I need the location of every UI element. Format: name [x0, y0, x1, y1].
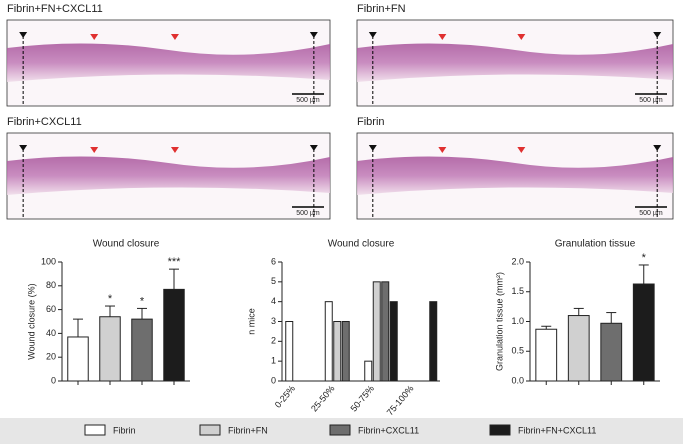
y-tick-label: 0 [271, 375, 276, 385]
legend-swatch [489, 424, 511, 436]
bar [364, 360, 373, 382]
epithelium-marker [517, 34, 526, 40]
y-tick-label: 60 [46, 304, 56, 314]
bar [324, 301, 333, 382]
panel-title: Fibrin [357, 116, 385, 128]
bar [333, 321, 342, 382]
edge-marker [309, 145, 318, 151]
x-tick-label: 50-75% [348, 383, 376, 413]
bar [429, 301, 438, 382]
bar [67, 336, 89, 382]
y-tick-label: 0.0 [511, 375, 524, 385]
scale-bar-label: 500 µm [296, 210, 320, 217]
legend-label: Fibrin+FN [228, 425, 268, 435]
scale-bar-label: 500 µm [639, 210, 663, 217]
edge-marker [19, 145, 28, 151]
bar [600, 322, 623, 382]
significance: * [642, 252, 647, 264]
epithelium-marker [170, 34, 179, 40]
legend-swatch [329, 424, 351, 436]
edge-marker [653, 145, 662, 151]
legend-label: Fibrin+CXCL11 [358, 425, 419, 435]
epithelium-marker [517, 147, 526, 153]
bar [285, 321, 294, 382]
y-tick-label: 0.5 [511, 346, 524, 356]
bar [632, 283, 655, 382]
bar [163, 288, 185, 382]
y-tick-label: 0 [51, 375, 56, 385]
y-tick-label: 80 [46, 280, 56, 290]
panel-title: Fibrin+FN+CXCL11 [7, 3, 103, 15]
bar [99, 316, 121, 382]
epithelium-marker [170, 147, 179, 153]
significance: * [108, 293, 113, 305]
bar [372, 281, 381, 382]
epithelium-marker [90, 147, 99, 153]
edge-marker [368, 32, 377, 38]
y-tick-label: 6 [271, 256, 276, 266]
x-tick-label: 25-50% [309, 383, 337, 413]
legend-label: Fibrin+FN+CXCL11 [518, 425, 596, 435]
y-tick-label: 20 [46, 352, 56, 362]
tissue [7, 43, 330, 82]
y-axis-label: Granulation tissue (mm²) [494, 272, 504, 371]
bar [381, 281, 390, 382]
tissue [357, 43, 673, 82]
chart-title: Wound closure [93, 239, 160, 250]
y-tick-label: 4 [271, 296, 276, 306]
bar [535, 328, 558, 382]
epithelium-marker [90, 34, 99, 40]
x-tick-label: 0-25% [273, 383, 297, 409]
edge-marker [368, 145, 377, 151]
y-tick-label: 1 [271, 356, 276, 366]
edge-marker [309, 32, 318, 38]
scale-bar-label: 500 µm [639, 97, 663, 104]
y-tick-label: 40 [46, 328, 56, 338]
y-axis-label: n mice [246, 308, 256, 335]
tissue [7, 156, 330, 195]
epithelium-marker [438, 34, 447, 40]
panel-title: Fibrin+CXCL11 [7, 116, 82, 128]
edge-marker [653, 32, 662, 38]
bar [389, 301, 398, 382]
x-tick-label: 75-100% [385, 383, 416, 417]
bar [567, 315, 590, 382]
y-tick-label: 1.5 [511, 286, 524, 296]
legend-swatch [199, 424, 221, 436]
bar [341, 321, 350, 382]
scale-bar-label: 500 µm [296, 97, 320, 104]
significance: *** [168, 256, 182, 268]
y-tick-label: 5 [271, 276, 276, 286]
epithelium-marker [438, 147, 447, 153]
panel-title: Fibrin+FN [357, 3, 406, 15]
y-tick-label: 2.0 [511, 256, 524, 266]
chart-title: Wound closure [328, 239, 395, 250]
y-tick-label: 1.0 [511, 316, 524, 326]
y-tick-label: 2 [271, 336, 276, 346]
tissue [357, 156, 673, 195]
significance: * [140, 295, 145, 307]
edge-marker [19, 32, 28, 38]
chart-title: Granulation tissue [555, 239, 636, 250]
bar [131, 318, 153, 382]
legend-label: Fibrin [113, 425, 136, 435]
y-tick-label: 3 [271, 316, 276, 326]
y-axis-label: Wound closure (%) [26, 283, 36, 359]
y-tick-label: 100 [41, 256, 56, 266]
legend-swatch [84, 424, 106, 436]
